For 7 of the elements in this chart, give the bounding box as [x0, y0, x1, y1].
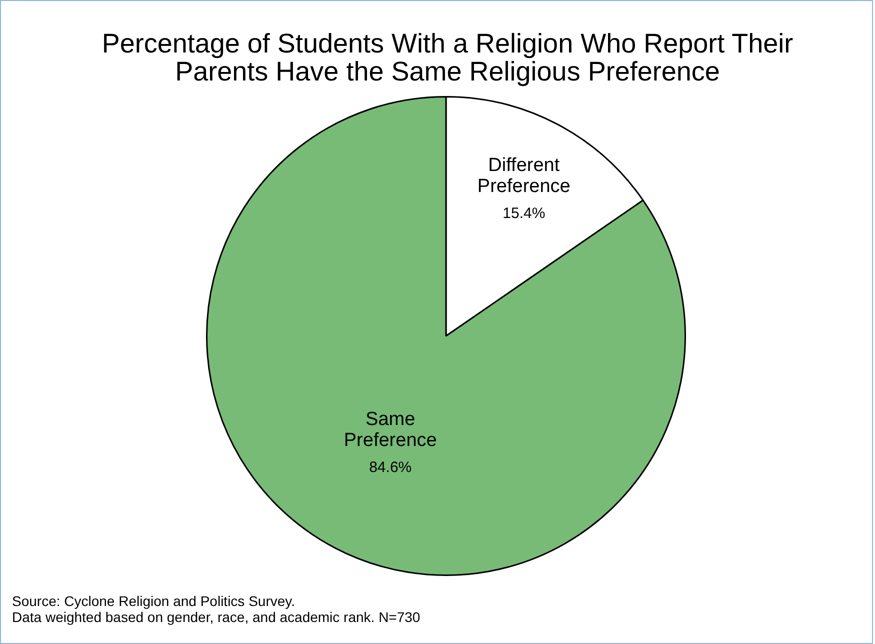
- text: Data weighted based on gender, race, and academic rank. N=730: [12, 608, 420, 625]
- chart-title: Percentage of Students With a Religion Who Report Their Parents Have the Same Religious Preference: [102, 28, 794, 86]
- data-label: 84.6%: [369, 459, 412, 476]
- slice-label: Same Preference: [344, 409, 437, 452]
- data-label: 15.4%: [502, 204, 546, 222]
- slice-label: Different Preference: [477, 154, 570, 197]
- source-note: Source: Cyclone Religion and Politics Survey.: [12, 592, 295, 609]
